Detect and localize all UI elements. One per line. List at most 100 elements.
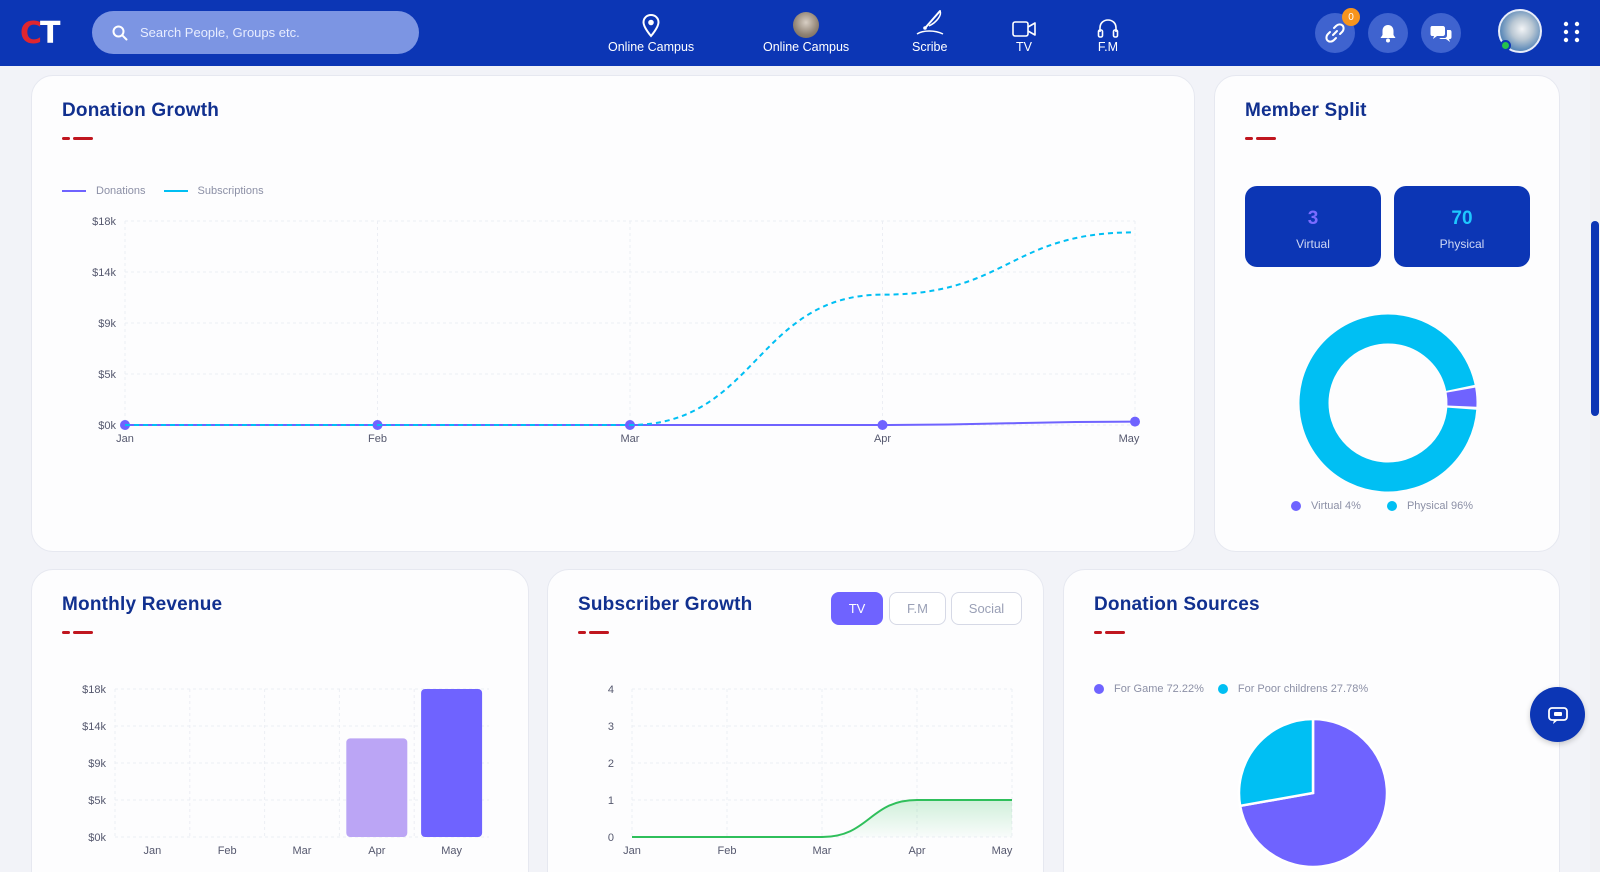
card-title: Donation Sources [1094, 594, 1260, 615]
nav-tv[interactable]: TV [1012, 8, 1036, 54]
virtual-stat-box[interactable]: 3 Virtual [1245, 186, 1381, 267]
member-split-donut [1299, 314, 1477, 492]
donation-growth-chart: $0k $5k $9k $14k $18k Jan Feb Mar Apr May [92, 216, 1140, 445]
title-underline [62, 631, 94, 634]
search-input[interactable] [140, 25, 390, 40]
card-title: Subscriber Growth [578, 594, 753, 615]
series-line-subscriptions [125, 231, 1136, 426]
legend-dot-game [1094, 684, 1104, 694]
x-tick-label: Apr [368, 845, 385, 857]
nav-online-campus-2[interactable]: Online Campus [763, 8, 849, 54]
nav-label: F.M [1097, 40, 1119, 54]
page-scrollbar[interactable] [1590, 66, 1600, 872]
apps-grid-icon[interactable] [1563, 21, 1580, 43]
title-underline [62, 137, 94, 140]
y-tick-label: 0 [608, 832, 614, 844]
scrollbar-thumb[interactable] [1591, 221, 1599, 416]
y-tick-label: $0k [98, 420, 116, 432]
x-tick-label: Apr [908, 845, 925, 857]
nav-online-campus[interactable]: Online Campus [608, 8, 694, 54]
legend-dot-virtual [1291, 501, 1301, 511]
data-point [1130, 416, 1140, 427]
donation-sources-pie [1237, 718, 1389, 869]
links-button[interactable]: 0 [1315, 8, 1360, 53]
physical-label: Physical [1439, 237, 1485, 251]
top-navigation-bar: CT Online Campus Online Campus [0, 0, 1600, 66]
x-tick-label: Feb [718, 845, 737, 857]
nav-scribe[interactable]: Scribe [912, 8, 947, 54]
legend-dot-poor-childrens [1217, 684, 1228, 694]
x-tick-label: Apr [874, 433, 891, 445]
legend-label: Virtual 4% [1311, 500, 1361, 512]
subscriber-growth-chart: 0 1 2 3 4 Jan Feb Mar Apr May [608, 684, 1013, 857]
x-tick-label: May [1119, 433, 1140, 445]
card-title: Donation Growth [62, 100, 220, 121]
chat-support-icon [1547, 706, 1568, 724]
physical-count: 70 [1451, 208, 1473, 229]
x-tick-label: Jan [116, 433, 134, 445]
y-tick-label: 1 [608, 795, 614, 807]
bell-icon [1380, 25, 1396, 43]
y-tick-label: $18k [82, 684, 106, 696]
legend-line-donations [62, 190, 86, 192]
x-tick-label: Jan [144, 845, 162, 857]
bar-may [421, 689, 483, 837]
chat-bubbles-icon [1430, 26, 1452, 42]
y-tick-label: $5k [98, 369, 116, 381]
messages-button[interactable] [1421, 13, 1461, 53]
y-tick-label: 2 [608, 758, 614, 770]
y-tick-label: $9k [88, 758, 106, 770]
pie-legend: For Game 72.22% For Poor childrens 27.78… [1094, 683, 1368, 695]
title-underline [1245, 137, 1277, 140]
series-line-subscribers [632, 799, 1012, 839]
legend-label: Subscriptions [197, 185, 264, 197]
y-tick-label: $0k [88, 832, 106, 844]
pie-slice-for-poor-childrens [1237, 718, 1315, 808]
notifications-button[interactable] [1368, 13, 1408, 53]
y-tick-label: $9k [98, 318, 116, 330]
data-point [877, 420, 888, 430]
nav-fm[interactable]: F.M [1097, 8, 1119, 54]
y-tick-label: $5k [88, 795, 106, 807]
donation-growth-card: Donation Growth Donations Subscriptions [31, 75, 1195, 552]
link-icon [1325, 23, 1345, 43]
x-tick-label: Mar [621, 433, 640, 445]
x-tick-label: Feb [368, 433, 387, 445]
x-tick-label: Mar [293, 845, 312, 857]
tab-tv[interactable]: TV [831, 592, 883, 625]
links-badge: 0 [1342, 8, 1360, 26]
title-underline [578, 631, 610, 634]
y-tick-label: $14k [92, 267, 116, 279]
x-tick-label: Mar [813, 845, 832, 857]
legend-dot-physical [1386, 501, 1397, 511]
headphones-icon [1097, 19, 1119, 38]
card-title: Monthly Revenue [62, 594, 223, 615]
logo-letter-t: T [40, 16, 61, 51]
scribe-pen-icon [916, 10, 944, 35]
legend-label: Donations [96, 185, 146, 197]
monthly-revenue-chart: $0k $5k $9k $14k $18k Jan Feb Mar Apr May [82, 684, 489, 857]
chat-fab-button[interactable] [1530, 687, 1585, 742]
donut-slice-physical [1299, 314, 1477, 492]
tab-fm[interactable]: F.M [889, 592, 946, 625]
x-tick-label: May [992, 845, 1013, 857]
legend-label: For Poor childrens 27.78% [1237, 683, 1369, 695]
title-underline [1094, 631, 1126, 634]
y-tick-label: $14k [82, 721, 106, 733]
search-bar [92, 11, 419, 54]
tab-social[interactable]: Social [951, 592, 1022, 625]
nav-label: Online Campus [763, 40, 850, 54]
nav-label: TV [1016, 40, 1032, 54]
legend-line-subscriptions [163, 190, 188, 192]
virtual-count: 3 [1307, 208, 1319, 229]
app-logo[interactable]: CT [20, 16, 61, 51]
nav-label: Online Campus [608, 40, 695, 54]
y-tick-label: $18k [92, 216, 116, 228]
area-fill [632, 800, 1012, 837]
physical-stat-box[interactable]: 70 Physical [1394, 186, 1530, 267]
nav-label: Scribe [912, 40, 948, 54]
chart-legend: Donations Subscriptions [62, 185, 264, 197]
card-title: Member Split [1245, 100, 1367, 121]
x-tick-label: Jan [623, 845, 641, 857]
search-icon [112, 25, 128, 40]
